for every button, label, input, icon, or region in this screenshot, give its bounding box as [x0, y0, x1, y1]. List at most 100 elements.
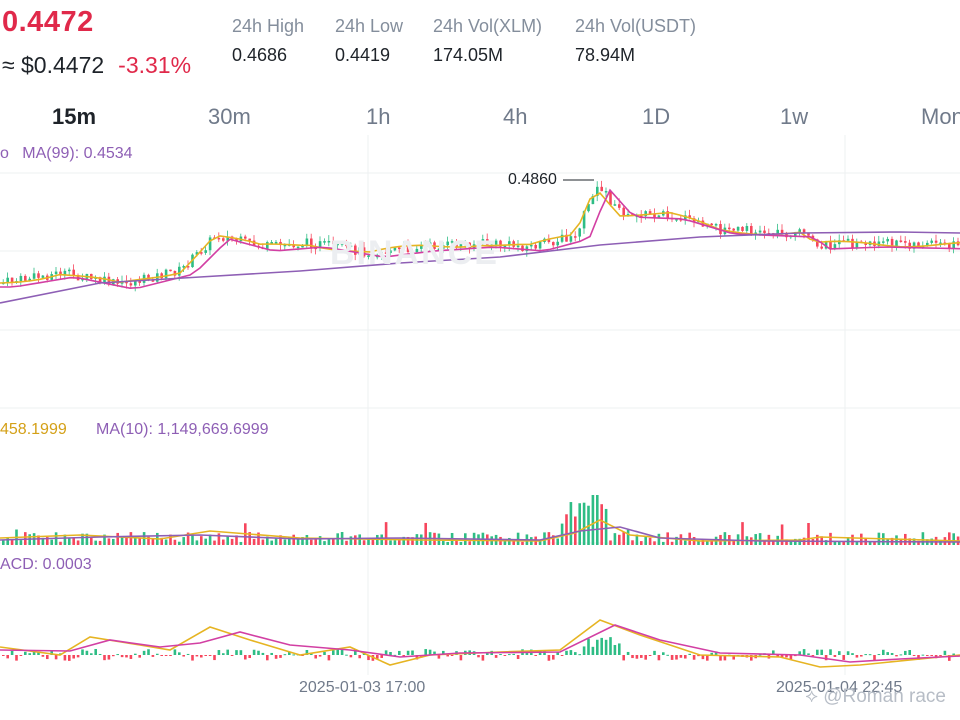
candle [332, 240, 335, 245]
candle [151, 279, 155, 282]
macd-bar [494, 655, 498, 658]
macd-bar [305, 650, 309, 655]
macd-bar [776, 655, 779, 657]
volume-bar [169, 534, 172, 545]
candle [838, 240, 841, 245]
macd-bar [600, 637, 603, 655]
tab-30m[interactable]: 30m [208, 104, 251, 129]
macd-bar [94, 649, 97, 655]
volume-ma10-line [0, 526, 960, 543]
tab-15m[interactable]: 15m [52, 104, 97, 129]
candle [640, 215, 643, 218]
candle [226, 236, 229, 241]
macd-bar [191, 655, 194, 661]
candle [138, 280, 141, 283]
macd-bar [582, 646, 586, 655]
tab-1h[interactable]: 1h [366, 104, 391, 129]
macd-bar [895, 655, 898, 657]
candle [68, 269, 71, 272]
volume-bar [90, 537, 93, 545]
candle [908, 242, 911, 249]
macd-bar [244, 655, 247, 660]
candle [895, 240, 898, 248]
tab-1w[interactable]: 1w [780, 104, 809, 129]
volume-bar [635, 534, 639, 545]
candle [917, 242, 920, 248]
stat-value-low: 0.4419 [335, 45, 391, 65]
macd-bar [239, 650, 243, 655]
candle [129, 283, 133, 286]
macd-bar [648, 655, 652, 656]
candle [675, 219, 678, 221]
macd-bar [37, 651, 40, 655]
macd-bar [433, 651, 436, 655]
candle [182, 266, 185, 268]
candle [270, 242, 273, 244]
approx-usd: ≈ $0.4472 [2, 52, 105, 78]
approx-price-row: ≈ $0.4472 -3.31% [2, 52, 191, 79]
macd-bar [644, 655, 647, 660]
macd-bar [50, 650, 53, 655]
macd-bar [706, 655, 709, 661]
macd-bar [604, 639, 608, 655]
candle [349, 245, 353, 248]
macd-bar [908, 650, 911, 655]
macd-bar [855, 655, 859, 658]
candle [948, 243, 951, 249]
macd-bar [732, 655, 735, 660]
macd-bar [406, 650, 410, 655]
macd-bar [257, 650, 260, 655]
volume-bar [538, 539, 542, 545]
macd-bar [424, 649, 427, 655]
candle [244, 236, 247, 239]
tab-month[interactable]: Mon [921, 104, 960, 129]
macd-bar [411, 650, 414, 655]
candle [54, 271, 58, 275]
vol-ma10-value: MA(10): 1,149,669.6999 [96, 421, 269, 438]
volume-bar [662, 541, 665, 545]
volume-bar [873, 541, 876, 545]
candle [63, 270, 67, 276]
volume-bar [618, 534, 621, 545]
macd-bar [226, 649, 229, 655]
macd-bar [2, 655, 5, 656]
candle [217, 237, 221, 240]
tab-1d[interactable]: 1D [642, 104, 671, 129]
macd-bar [503, 655, 507, 656]
volume-bar [103, 534, 106, 545]
macd-bar [622, 655, 625, 661]
macd-bar [81, 649, 84, 655]
candle [882, 241, 885, 243]
macd-bar [930, 655, 933, 656]
volume-bar [706, 540, 709, 545]
macd-bar [780, 655, 784, 658]
candle [565, 234, 568, 242]
candle [310, 238, 313, 248]
macd-bar [662, 652, 665, 655]
candlestick-chart[interactable] [0, 135, 960, 675]
candle [829, 241, 832, 250]
candle [534, 244, 537, 249]
volume-bar [46, 537, 49, 545]
macd-bar [6, 655, 9, 659]
volume-bar [252, 538, 256, 545]
candle [160, 273, 163, 279]
candle [578, 228, 581, 237]
macd-bar [785, 655, 788, 658]
volume-bar [301, 537, 304, 545]
macd-bar [912, 655, 916, 656]
ma25-line [0, 188, 960, 290]
macd-bar [565, 650, 568, 655]
volume-bar [556, 538, 559, 545]
volume-bar [327, 539, 331, 545]
volume-bar [112, 538, 115, 545]
macd-bar [758, 654, 762, 656]
macd-bar [816, 649, 819, 655]
volume-bar [138, 537, 141, 545]
volume-bar [120, 537, 124, 545]
candle [912, 242, 916, 249]
volume-bar [261, 539, 265, 545]
candle [591, 196, 595, 205]
tab-4h[interactable]: 4h [503, 104, 528, 129]
candle [609, 191, 612, 205]
